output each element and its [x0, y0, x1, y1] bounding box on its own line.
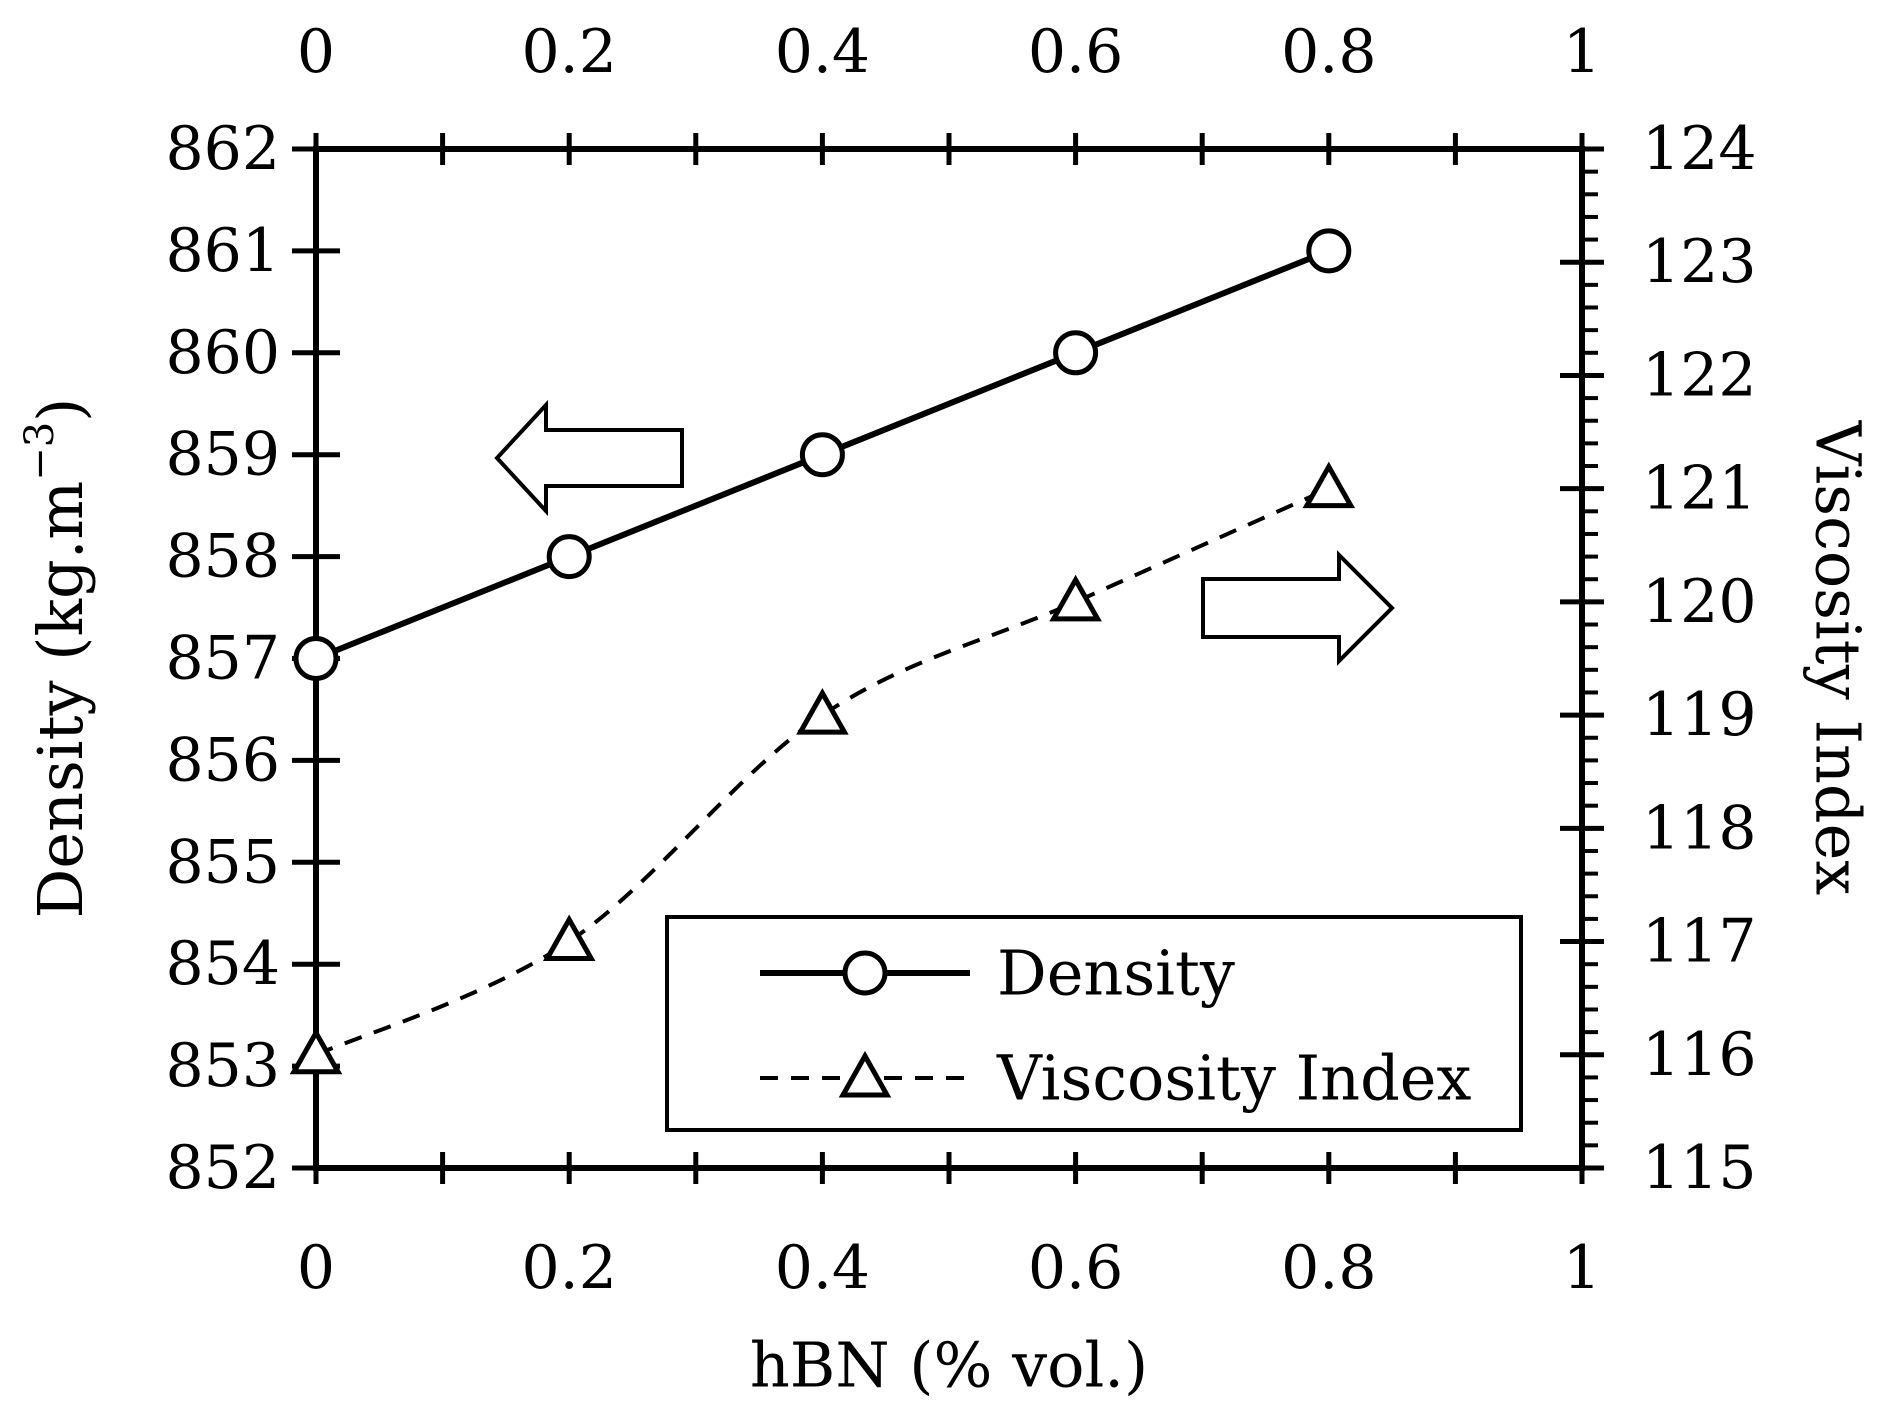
y-tick-label-left: 852 [165, 1133, 280, 1203]
x-tick-label-top: 0.6 [1028, 17, 1123, 87]
y-tick-label-left: 861 [165, 216, 280, 286]
y-tick-label-right: 115 [1642, 1133, 1757, 1203]
x-tick-label-bottom: 0.2 [521, 1233, 616, 1303]
density-point [1306, 228, 1352, 274]
x-tick-label-top: 1 [1563, 17, 1601, 87]
viscosity-index-point [1049, 574, 1102, 622]
y-tick-label-left: 854 [165, 929, 280, 999]
viscosity-index-point [542, 914, 596, 962]
viscosity-index-point [1302, 461, 1356, 509]
y-tick-label-left: 860 [165, 318, 280, 388]
y-tick-label-left: 853 [165, 1031, 280, 1101]
density-point [1053, 330, 1099, 376]
x-tick-label-bottom: 0.4 [775, 1233, 870, 1303]
y-tick-label-right: 119 [1642, 680, 1757, 750]
y-tick-label-right: 118 [1642, 793, 1757, 863]
y-tick-label-left: 859 [165, 420, 280, 490]
tick-labels: 0 0 0.2 0.2 0.4 0.4 0.6 0.6 0.8 0.8 1 1 852 853 854 855… [165, 17, 1756, 1303]
y-tick-label-left: 855 [165, 827, 280, 897]
y-tick-label-left: 856 [165, 725, 280, 795]
y-tick-label-right: 124 [1642, 114, 1757, 184]
legend-viscosity-marker [838, 1050, 892, 1098]
y-tick-label-left: 862 [165, 114, 280, 184]
y-tick-label-left: 857 [165, 624, 280, 694]
x-tick-label-top: 0.8 [1281, 17, 1376, 87]
legend-density-marker [842, 950, 888, 996]
legend-viscosity-label: Viscosity Index [996, 1042, 1471, 1115]
density-point [546, 534, 592, 580]
x-tick-label-bottom: 0 [297, 1233, 335, 1303]
left-arrow-icon [494, 399, 684, 517]
legend: Density Viscosity Index [665, 915, 1523, 1132]
density-point [293, 636, 339, 681]
y-tick-label-right: 120 [1642, 567, 1757, 637]
y-tick-label-right: 116 [1642, 1020, 1757, 1090]
x-tick-label-top: 0.4 [775, 17, 870, 87]
y-tick-label-right: 117 [1642, 907, 1757, 977]
y-tick-label-right: 121 [1642, 454, 1757, 524]
y-axis-label-left-exponent: −3 [17, 422, 63, 481]
density-point [799, 432, 845, 478]
annotation-arrows [494, 399, 1395, 666]
legend-box [665, 915, 1523, 1132]
y-tick-label-right: 123 [1642, 227, 1757, 297]
y-axis-label-left-main: Density (kg.m [24, 481, 97, 919]
y-tick-label-right: 122 [1642, 340, 1757, 410]
series-layer [289, 228, 1356, 1075]
right-arrow-icon [1201, 550, 1395, 666]
viscosity-index-point [796, 688, 849, 735]
legend-density-label: Density [997, 937, 1235, 1010]
x-tick-label-bottom: 1 [1563, 1233, 1601, 1303]
x-axis-label: hBN (% vol.) [750, 1329, 1148, 1402]
x-tick-label-top: 0 [297, 17, 335, 87]
y-axis-label-right: Viscosity Index [1802, 420, 1875, 895]
y-axis-label-left: Density (kg.m−3) [17, 398, 97, 919]
x-tick-label-bottom: 0.8 [1281, 1233, 1376, 1303]
viscosity-index-point [289, 1027, 343, 1075]
x-tick-label-bottom: 0.6 [1028, 1233, 1123, 1303]
x-tick-label-top: 0.2 [521, 17, 616, 87]
y-tick-label-left: 858 [165, 522, 280, 592]
y-axis-label-left-close: ) [24, 398, 97, 422]
